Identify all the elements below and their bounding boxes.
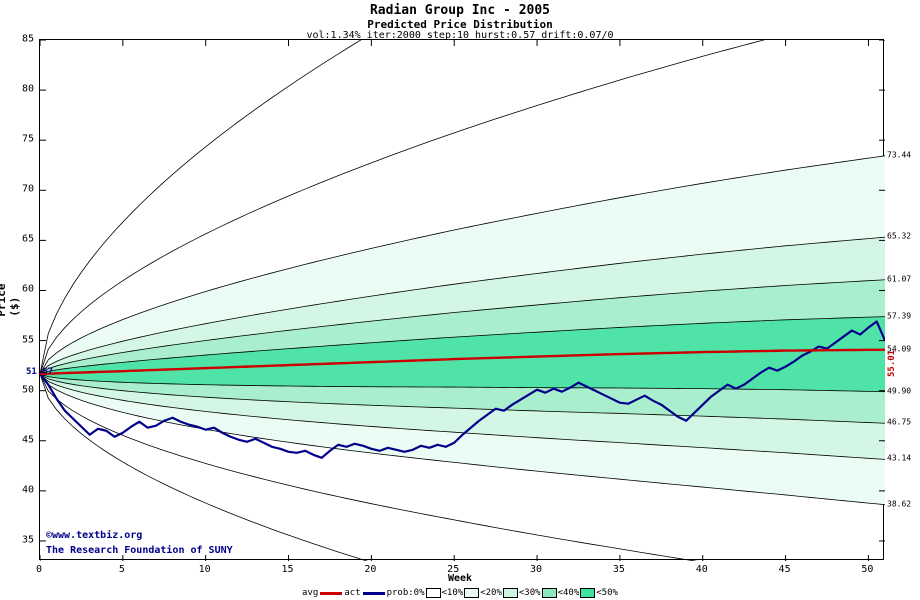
right-axis-label: 73.44 [887, 150, 912, 160]
legend-band-1-label: <20% [480, 588, 502, 598]
legend-avg-line [320, 591, 343, 595]
right-axis-label: 46.75 [887, 417, 912, 427]
legend-act-label: act [344, 588, 361, 598]
y-tick-label: 85 [21, 33, 34, 45]
credit-website: ©www.textbiz.org [46, 530, 143, 541]
x-tick-label: 5 [118, 564, 125, 575]
y-tick-label: 50 [21, 384, 34, 396]
chart-subtitle: Predicted Price Distribution [367, 18, 553, 31]
plot-area [39, 39, 885, 561]
y-tick-label: 75 [21, 133, 34, 145]
x-tick-label: 35 [612, 564, 625, 575]
y-tick-label: 45 [21, 434, 34, 446]
x-tick-label: 40 [695, 564, 708, 575]
right-axis-label: 43.14 [887, 453, 912, 463]
x-tick-label: 0 [35, 564, 43, 575]
right-axis-label: 57.39 [887, 311, 912, 321]
legend-prob-label: prob:0% [386, 588, 425, 598]
right-axis-label: 49.90 [887, 386, 912, 396]
legend-band-3-swatch [541, 588, 557, 598]
x-tick-label: 30 [530, 564, 543, 575]
x-tick-label: 10 [198, 564, 211, 575]
legend-band-4-label: <50% [596, 588, 618, 598]
legend-band-2-swatch [502, 588, 518, 598]
x-axis-title: Week [447, 573, 473, 584]
x-tick-label: 15 [281, 564, 294, 575]
right-axis-label: 54.09 [887, 344, 912, 354]
credit-organization: The Research Foundation of SUNY [46, 545, 233, 556]
final-price-label: 55.01 [887, 349, 897, 377]
x-tick-label: 45 [778, 564, 791, 575]
y-tick-label: 55 [21, 334, 34, 346]
y-tick-label: 60 [21, 283, 34, 295]
y-tick-label: 70 [21, 183, 34, 195]
legend-band-1-swatch [464, 588, 480, 598]
legend-band-4-swatch [580, 588, 596, 598]
chart-parameters: vol:1.34% iter:2000 step:10 hurst:0.57 d… [306, 30, 614, 41]
x-tick-label: 50 [861, 564, 874, 575]
x-tick-label: 25 [447, 564, 460, 575]
right-axis-label: 65.32 [887, 231, 912, 241]
legend-band-3-label: <40% [557, 588, 580, 598]
legend-band-0-label: <10% [441, 588, 464, 598]
right-axis-label: 38.62 [887, 499, 912, 509]
y-tick-label: 40 [21, 484, 34, 496]
legend-act-line [362, 591, 385, 595]
start-price-label: 51.67 [26, 366, 54, 377]
y-tick-label: 80 [21, 83, 34, 95]
y-tick-label: 65 [21, 233, 34, 245]
chart-title: Radian Group Inc - 2005 [369, 3, 550, 18]
x-tick-label: 20 [364, 564, 377, 575]
plot-canvas [39, 39, 885, 561]
y-tick-label: 35 [21, 534, 34, 546]
right-axis-label: 61.07 [887, 274, 912, 284]
legend-band-0-swatch [425, 588, 441, 598]
chart-legend: avg act prob:0% <10% <20% <30% <40% <50% [0, 588, 920, 599]
legend-band-2-label: <30% [518, 588, 541, 598]
legend-avg-label: avg [302, 588, 319, 598]
